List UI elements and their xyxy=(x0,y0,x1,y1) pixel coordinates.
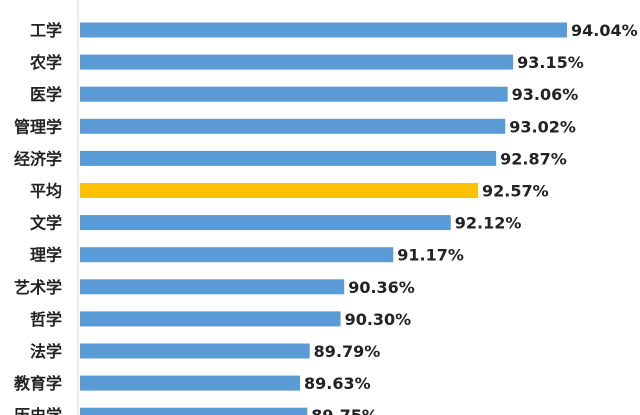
bar-row: 平均 92.57% xyxy=(30,182,549,201)
category-label: 医学 xyxy=(30,85,62,104)
bar xyxy=(80,118,506,134)
bar xyxy=(80,343,310,359)
bar-row: 理学 91.17% xyxy=(30,246,464,265)
category-label: 教育学 xyxy=(14,374,62,393)
value-label: 90.36% xyxy=(348,278,415,297)
bar xyxy=(80,150,497,166)
bar-row: 文学 92.12% xyxy=(30,214,521,233)
value-label: 92.87% xyxy=(500,149,567,168)
bar-row: 医学 93.06% xyxy=(30,85,578,104)
bar xyxy=(80,279,345,295)
value-label: 93.02% xyxy=(509,117,576,136)
value-label: 94.04% xyxy=(571,21,638,40)
category-label: 平均 xyxy=(30,182,62,201)
value-label: 92.12% xyxy=(455,214,522,233)
bar-row: 农学 93.15% xyxy=(29,53,584,72)
category-label: 法学 xyxy=(30,342,62,361)
value-label: 89.79% xyxy=(314,342,381,361)
value-label: 89.75% xyxy=(311,406,378,415)
bar-row: 艺术学 90.36% xyxy=(14,278,415,297)
bar-row: 经济学 92.87% xyxy=(14,149,567,168)
bar-row: 历史学 89.75% xyxy=(14,406,378,415)
value-label: 91.17% xyxy=(397,246,464,265)
value-label: 90.30% xyxy=(345,310,412,329)
value-label: 92.57% xyxy=(482,182,549,201)
category-label: 经济学 xyxy=(14,149,62,168)
bar-row: 法学 89.79% xyxy=(30,342,380,361)
bar xyxy=(80,407,308,415)
bar-row: 工学 94.04% xyxy=(30,21,638,40)
bar-row: 管理学 93.02% xyxy=(14,117,576,136)
bar-rows: 工学 94.04% 农学 93.15% 医学 93.06% 管理学 93.02% 经济学 92.8… xyxy=(14,21,638,415)
bar xyxy=(80,375,300,391)
bar xyxy=(80,54,514,70)
average-bar xyxy=(80,183,478,198)
category-label: 管理学 xyxy=(14,117,62,136)
category-label: 工学 xyxy=(30,21,62,40)
bar-row: 哲学 90.30% xyxy=(30,310,411,329)
bar xyxy=(80,22,567,38)
bar xyxy=(80,86,508,102)
value-label: 93.06% xyxy=(512,85,579,104)
bar xyxy=(80,247,394,263)
bar xyxy=(80,311,341,327)
value-label: 89.63% xyxy=(304,374,371,393)
category-label: 文学 xyxy=(30,214,62,233)
category-label: 历史学 xyxy=(14,406,62,415)
category-label: 农学 xyxy=(29,53,62,72)
value-label: 93.15% xyxy=(517,53,584,72)
bar xyxy=(80,215,451,231)
category-label: 艺术学 xyxy=(14,278,62,297)
category-label: 理学 xyxy=(30,246,62,265)
bar-row: 教育学 89.63% xyxy=(14,374,371,393)
category-label: 哲学 xyxy=(30,310,62,329)
